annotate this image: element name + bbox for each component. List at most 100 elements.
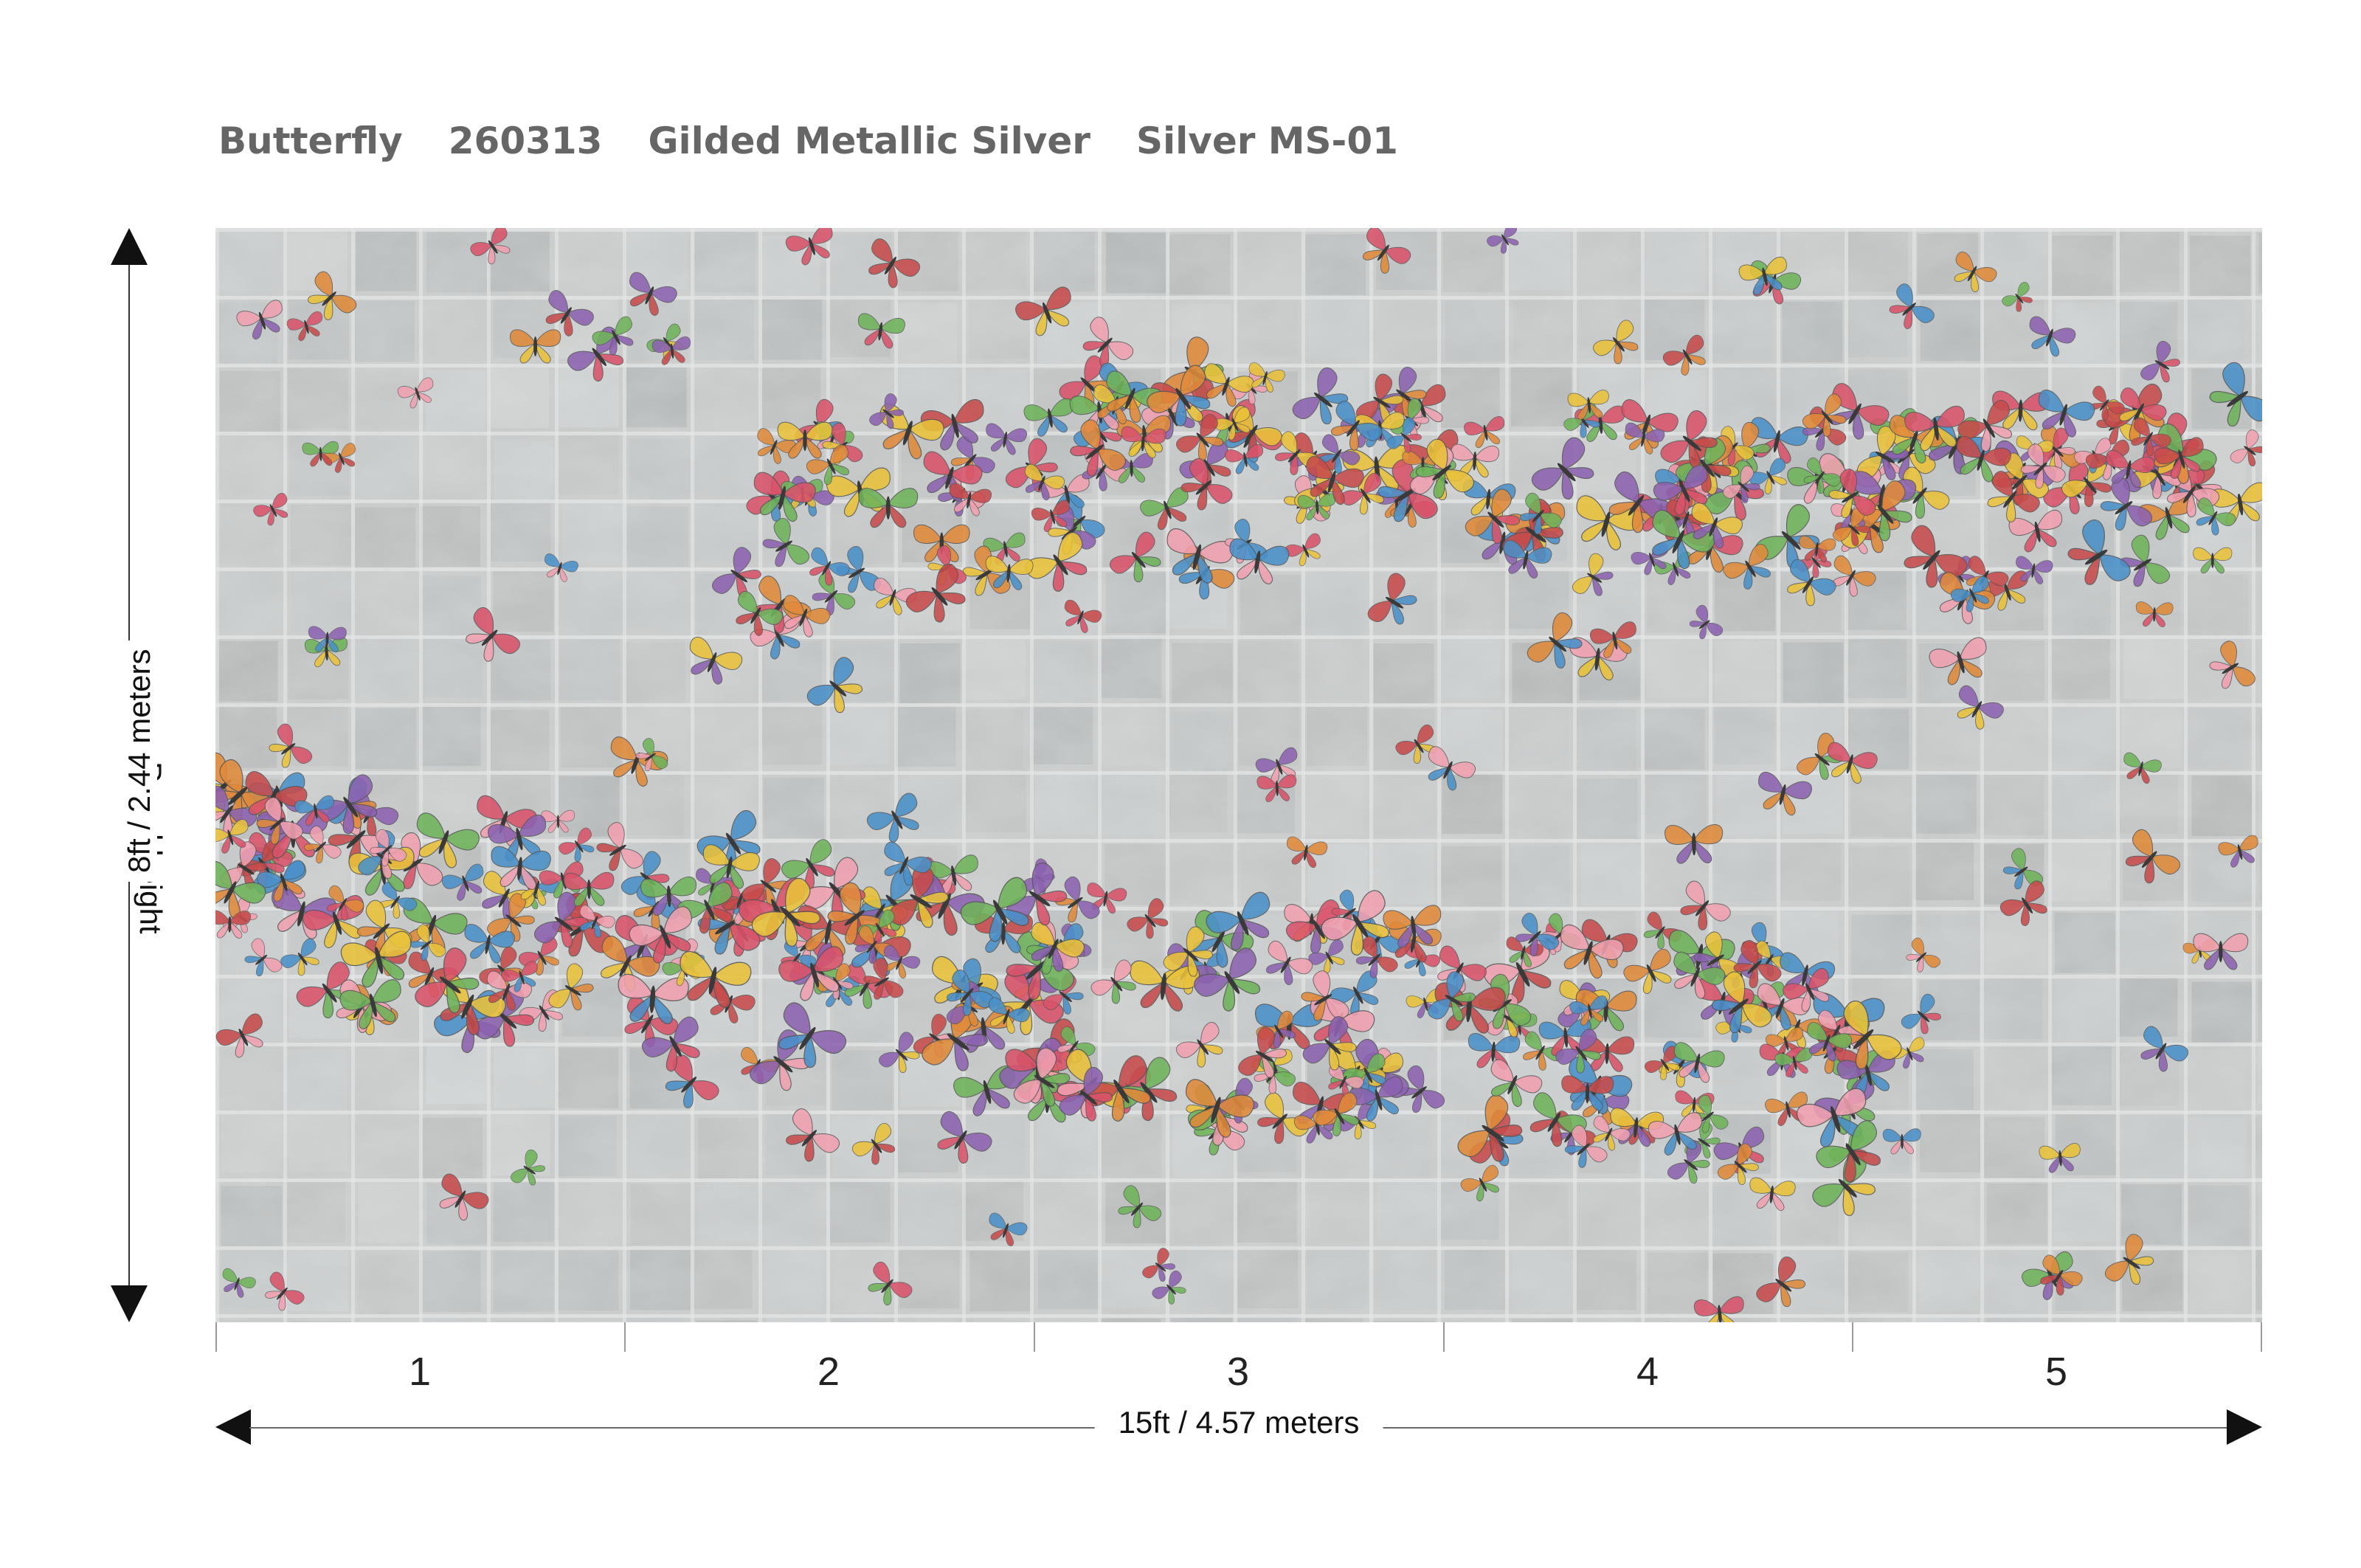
- butterfly-icon: [751, 877, 820, 947]
- butterfly-icon: [1185, 1079, 1255, 1139]
- butterfly-icon: [1827, 742, 1878, 784]
- butterfly-icon: [464, 924, 515, 964]
- butterfly-icon: [869, 393, 905, 429]
- butterfly-icon: [1013, 1047, 1071, 1107]
- butterfly-icon: [1464, 416, 1505, 449]
- butterfly-icon: [215, 1013, 263, 1058]
- butterfly-icon: [339, 979, 401, 1029]
- butterfly-icon: [879, 1032, 920, 1073]
- butterfly-icon: [1180, 458, 1233, 511]
- butterfly-icon: [1229, 538, 1290, 584]
- butterfly-icon: [215, 819, 249, 854]
- butterfly-icon: [641, 1016, 700, 1072]
- pattern-name: Butterfly: [218, 120, 403, 162]
- butterfly-icon: [1625, 422, 1665, 455]
- butterfly-icon: [340, 930, 412, 988]
- butterfly-icon: [579, 905, 615, 938]
- butterfly-icon: [1783, 968, 1830, 1012]
- butterfly-icon: [1266, 940, 1313, 986]
- butterfly-icon: [1816, 1120, 1881, 1183]
- butterfly-icon: [1567, 390, 1609, 421]
- butterfly-icon: [1589, 621, 1636, 659]
- butterfly-icon: [327, 885, 364, 921]
- butterfly-icon: [559, 827, 595, 863]
- butterfly-icon: [2131, 418, 2171, 457]
- butterfly-icon: [1738, 256, 1787, 296]
- butterfly-icon: [1691, 502, 1743, 549]
- arrow-right-icon: [2227, 1409, 2262, 1445]
- butterfly-icon: [629, 906, 692, 964]
- spec-title: Butterfly 260313 Gilded Metallic Silver …: [218, 120, 1398, 171]
- butterfly-icon: [1428, 971, 1476, 1022]
- butterfly-icon: [1428, 746, 1476, 791]
- butterfly-icon: [1906, 937, 1940, 973]
- butterfly-icon: [665, 1054, 719, 1108]
- butterfly-icon: [1954, 252, 1997, 293]
- butterfly-icon: [244, 938, 283, 976]
- butterfly-icon: [1987, 471, 2040, 522]
- scale-tick: [2261, 1322, 2262, 1352]
- butterfly-icon: [1904, 406, 1965, 452]
- butterfly-icon: [2106, 449, 2155, 488]
- butterfly-icon: [1569, 995, 1608, 1026]
- panel-number-5: 5: [2044, 1350, 2068, 1394]
- butterfly-icon: [2193, 547, 2233, 574]
- butterfly-icon: [937, 1111, 992, 1164]
- butterfly-icon: [222, 1268, 256, 1298]
- butterfly-icon: [1957, 400, 2012, 452]
- butterfly-icon: [510, 329, 561, 364]
- butterfly-icon: [1363, 228, 1411, 274]
- panel-number-1: 1: [408, 1350, 432, 1394]
- butterfly-icon: [215, 910, 251, 939]
- butterfly-icon: [280, 938, 319, 976]
- butterfly-icon: [2089, 385, 2125, 421]
- butterfly-icon: [778, 1002, 846, 1068]
- butterfly-icon: [2029, 316, 2076, 357]
- butterfly-icon: [1749, 1177, 1796, 1211]
- butterfly-icon: [1355, 373, 1404, 424]
- butterfly-icon: [442, 863, 484, 901]
- butterfly-icon: [1802, 393, 1847, 437]
- butterfly-icon: [1206, 891, 1271, 951]
- butterfly-icon: [269, 723, 312, 768]
- butterfly-icon: [256, 797, 303, 845]
- butterfly-icon: [1147, 365, 1211, 426]
- butterfly-icon: [2020, 443, 2066, 489]
- butterfly-icon: [1693, 1296, 1744, 1322]
- butterfly-icon: [1349, 1076, 1403, 1122]
- butterfly-icon: [1256, 774, 1297, 802]
- butterfly-icon: [1689, 604, 1723, 640]
- butterfly-icon: [1723, 465, 1760, 503]
- butterfly-icon: [1648, 1112, 1702, 1156]
- butterfly-icon: [983, 532, 1026, 565]
- butterfly-icon: [473, 985, 534, 1047]
- butterfly-icon: [1082, 317, 1133, 367]
- butterfly-icon: [1031, 922, 1085, 973]
- butterfly-icon: [1807, 1022, 1852, 1062]
- butterfly-icon: [1166, 528, 1234, 584]
- butterfly-icon: [2123, 752, 2162, 784]
- butterfly-icon: [286, 311, 323, 342]
- butterfly-icon: [236, 300, 283, 340]
- butterfly-icon: [2193, 933, 2249, 970]
- butterfly-icon: [2067, 519, 2131, 585]
- butterfly-icon: [851, 1123, 895, 1165]
- butterfly-icon: [1490, 1059, 1543, 1108]
- butterfly-icon: [868, 238, 921, 289]
- butterfly-pattern: [215, 228, 2262, 1322]
- panel-number-4: 4: [1636, 1350, 1659, 1394]
- butterfly-icon: [592, 316, 634, 356]
- butterfly-icon: [1308, 939, 1345, 974]
- butterfly-icon: [1248, 362, 1285, 393]
- butterfly-icon: [1999, 880, 2047, 927]
- butterfly-icon: [1023, 398, 1074, 437]
- butterfly-icon: [777, 421, 833, 459]
- butterfly-icon: [322, 443, 356, 473]
- butterfly-icon: [1644, 1046, 1680, 1080]
- butterfly-icon: [1355, 936, 1398, 978]
- butterfly-icon: [2209, 640, 2255, 689]
- butterfly-icon: [786, 1108, 840, 1162]
- butterfly-icon: [1832, 555, 1876, 597]
- butterfly-icon: [1560, 924, 1624, 979]
- butterfly-icon: [1031, 500, 1070, 532]
